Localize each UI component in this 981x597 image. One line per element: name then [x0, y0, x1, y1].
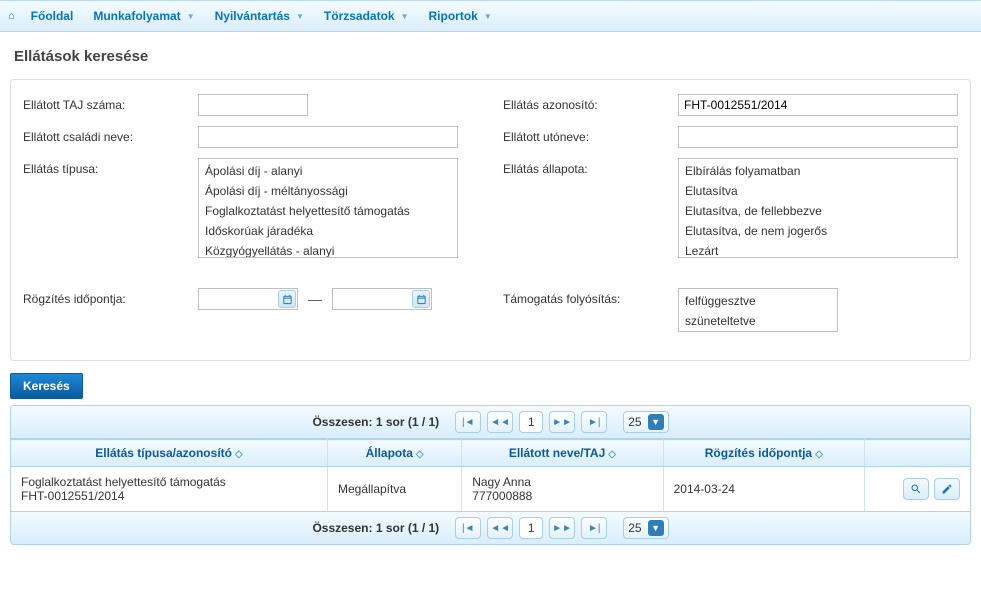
pager-next-icon[interactable]: ►►	[549, 517, 575, 539]
family-name-label: Ellátott családi neve:	[23, 126, 198, 144]
date-range-separator: —	[308, 291, 322, 307]
view-button[interactable]	[903, 478, 929, 500]
cell-type-line1: Foglalkoztatást helyettesítő támogatás	[21, 475, 317, 489]
pager-last-icon[interactable]: ►|	[581, 411, 607, 433]
list-option[interactable]: Ápolási díj - méltányossági	[199, 181, 457, 201]
pager-last-icon[interactable]: ►|	[581, 517, 607, 539]
list-option[interactable]: Lezárt	[679, 241, 957, 258]
col-recdate[interactable]: Rögzítés időpontja◇	[663, 440, 864, 467]
page-size-value: 25	[628, 521, 641, 535]
list-option[interactable]: Foglalkoztatást helyettesítő támogatás	[199, 201, 457, 221]
pager-first-icon[interactable]: |◄	[455, 517, 481, 539]
cell-recdate: 2014-03-24	[663, 467, 864, 512]
nav-item-főoldal[interactable]: Főoldal	[21, 5, 84, 27]
main-nav: ⌂ FőoldalMunkafolyamat▼Nyilvántartás▼Tör…	[0, 0, 981, 32]
payout-listbox[interactable]: felfüggesztveszüneteltetve	[678, 288, 838, 332]
calendar-icon[interactable]	[278, 290, 296, 308]
recdate-label: Rögzítés időpontja:	[23, 288, 198, 306]
list-option[interactable]: Elutasítva, de fellebbezve	[679, 201, 957, 221]
pager-first-icon[interactable]: |◄	[455, 411, 481, 433]
list-option[interactable]: Közgyógyellátás - alanyi	[199, 241, 457, 258]
list-option[interactable]: Elbírálás folyamatban	[679, 161, 957, 181]
pager-next-icon[interactable]: ►►	[549, 411, 575, 433]
chevron-down-icon: ▼	[648, 520, 664, 536]
col-actions	[864, 440, 970, 467]
list-option[interactable]: Elutasítva, de nem jogerős	[679, 221, 957, 241]
cell-status: Megállapítva	[327, 467, 461, 512]
pager-prev-icon[interactable]: ◄◄	[487, 517, 513, 539]
status-label: Ellátás állapota:	[503, 158, 678, 176]
chevron-down-icon: ▼	[648, 414, 664, 430]
pager-prev-icon[interactable]: ◄◄	[487, 411, 513, 433]
chevron-down-icon: ▼	[296, 12, 304, 21]
cell-name-line2: 777000888	[472, 489, 652, 503]
type-label: Ellátás típusa:	[23, 158, 198, 176]
page-size-select[interactable]: 25 ▼	[623, 517, 668, 539]
payout-label: Támogatás folyósítás:	[503, 288, 678, 306]
id-label: Ellátás azonosító:	[503, 94, 678, 112]
given-name-input[interactable]	[678, 126, 958, 148]
chevron-down-icon: ▼	[484, 12, 492, 21]
col-type[interactable]: Ellátás típusa/azonosító◇	[11, 440, 327, 467]
pager-current-page[interactable]: 1	[519, 411, 543, 433]
pager-summary: Összesen: 1 sor (1 / 1)	[312, 415, 439, 429]
nav-item-nyilvántartás[interactable]: Nyilvántartás▼	[205, 5, 314, 27]
family-name-input[interactable]	[198, 126, 458, 148]
list-option[interactable]: felfüggesztve	[679, 291, 837, 311]
list-option[interactable]: Ápolási díj - alanyi	[199, 161, 457, 181]
page-body: Ellátások keresése Ellátott TAJ száma: E…	[0, 32, 981, 553]
id-input[interactable]	[678, 94, 958, 116]
chevron-down-icon: ▼	[401, 12, 409, 21]
search-form: Ellátott TAJ száma: Ellátott családi nev…	[10, 79, 971, 361]
search-button[interactable]: Keresés	[10, 373, 83, 399]
pager-top: Összesen: 1 sor (1 / 1) |◄ ◄◄ 1 ►► ►| 25…	[11, 406, 970, 439]
list-option[interactable]: Elutasítva	[679, 181, 957, 201]
cell-name-line1: Nagy Anna	[472, 475, 652, 489]
pencil-icon	[941, 483, 953, 495]
results-table: Összesen: 1 sor (1 / 1) |◄ ◄◄ 1 ►► ►| 25…	[10, 405, 971, 545]
given-name-label: Ellátott utóneve:	[503, 126, 678, 144]
type-listbox[interactable]: Ápolási díj - alanyiÁpolási díj - méltán…	[198, 158, 458, 258]
nav-item-törzsadatok[interactable]: Törzsadatok▼	[314, 5, 419, 27]
page-size-select[interactable]: 25 ▼	[623, 411, 668, 433]
pager-current-page[interactable]: 1	[519, 517, 543, 539]
edit-button[interactable]	[934, 478, 960, 500]
nav-item-riportok[interactable]: Riportok▼	[419, 5, 502, 27]
sort-icon: ◇	[815, 449, 823, 460]
sort-icon: ◇	[608, 449, 616, 460]
nav-item-munkafolyamat[interactable]: Munkafolyamat▼	[83, 5, 204, 27]
col-name[interactable]: Ellátott neve/TAJ◇	[462, 440, 663, 467]
list-option[interactable]: szüneteltetve	[679, 311, 837, 331]
taj-input[interactable]	[198, 94, 308, 116]
table-row: Foglalkoztatást helyettesítő támogatás F…	[11, 467, 970, 512]
chevron-down-icon: ▼	[187, 12, 195, 21]
page-title: Ellátások keresése	[14, 48, 967, 65]
col-status[interactable]: Állapota◇	[327, 440, 461, 467]
pager-summary: Összesen: 1 sor (1 / 1)	[312, 521, 439, 535]
calendar-icon[interactable]	[412, 290, 430, 308]
cell-type-line2: FHT-0012551/2014	[21, 489, 317, 503]
status-listbox[interactable]: Elbírálás folyamatbanElutasítvaElutasítv…	[678, 158, 958, 258]
list-option[interactable]: Időskorúak járadéka	[199, 221, 457, 241]
sort-icon: ◇	[235, 449, 243, 460]
home-icon[interactable]: ⌂	[8, 10, 15, 22]
taj-label: Ellátott TAJ száma:	[23, 94, 198, 112]
sort-icon: ◇	[416, 449, 424, 460]
search-icon	[910, 483, 922, 495]
page-size-value: 25	[628, 415, 641, 429]
pager-bottom: Összesen: 1 sor (1 / 1) |◄ ◄◄ 1 ►► ►| 25…	[11, 511, 970, 544]
